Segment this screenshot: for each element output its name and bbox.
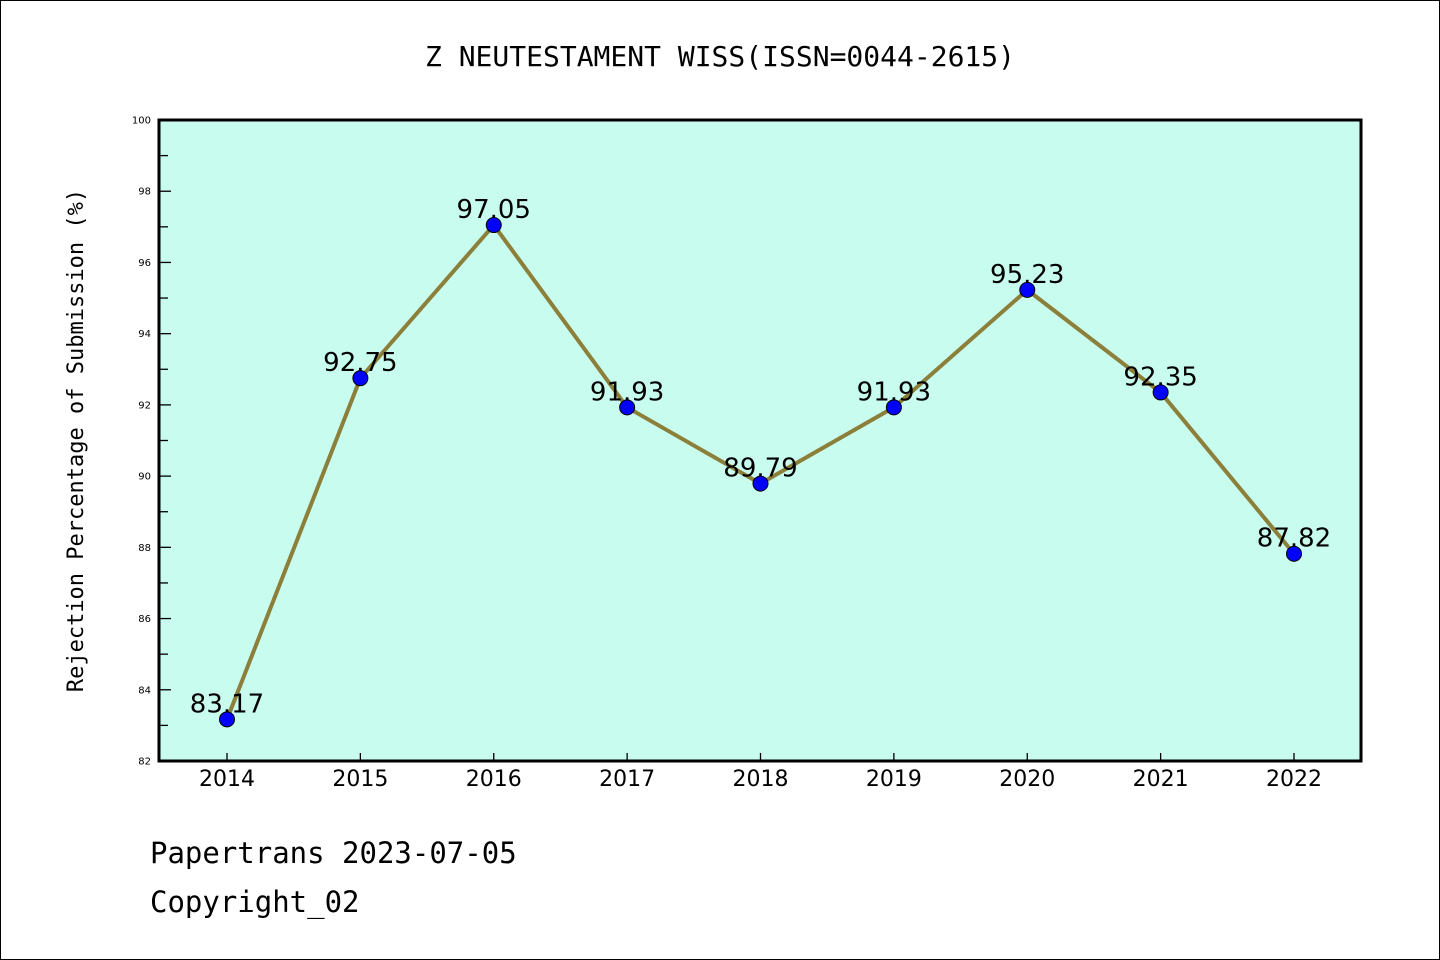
data-label: 92.75 — [323, 348, 397, 378]
x-tick-label: 2015 — [332, 767, 388, 792]
y-axis-label: Rejection Percentage of Submission (%) — [64, 189, 89, 692]
data-label: 95.23 — [990, 260, 1064, 290]
data-point — [219, 711, 235, 728]
data-point — [485, 217, 502, 234]
data-point — [752, 475, 769, 492]
y-tick-label: 90 — [138, 472, 151, 483]
data-label: 91.93 — [590, 377, 664, 407]
footer-date: Papertrans 2023-07-05 — [150, 836, 517, 870]
y-tick-label: 94 — [138, 329, 151, 340]
data-label: 89.79 — [723, 454, 797, 484]
data-label: 87.82 — [1257, 524, 1331, 554]
x-tick-label: 2014 — [199, 767, 255, 792]
data-point — [352, 370, 369, 387]
data-label: 92.35 — [1123, 362, 1197, 392]
data-label: 83.17 — [190, 689, 264, 719]
y-tick-label: 82 — [138, 757, 151, 768]
x-tick-label: 2019 — [866, 767, 922, 792]
x-tick-label: 2016 — [466, 767, 522, 792]
x-tick-label: 2021 — [1133, 767, 1189, 792]
y-tick-label: 96 — [138, 258, 151, 269]
y-tick-label: 92 — [138, 400, 151, 411]
y-tick-label: 88 — [138, 543, 151, 554]
plot-area — [159, 120, 1361, 761]
data-point — [1286, 545, 1302, 562]
y-tick-label: 86 — [138, 614, 151, 625]
data-label: 97.05 — [457, 195, 531, 225]
x-tick-label: 2022 — [1266, 767, 1322, 792]
data-point — [1019, 281, 1036, 298]
footer-copyright: Copyright_02 — [150, 885, 360, 919]
plot-border — [157, 118, 1363, 763]
data-point — [619, 399, 636, 416]
y-tick-label: 98 — [138, 187, 151, 198]
x-tick-label: 2017 — [599, 767, 655, 792]
data-point — [885, 399, 902, 416]
data-label: 91.93 — [857, 377, 931, 407]
y-tick-label: 84 — [138, 685, 151, 696]
chart-title: Z NEUTESTAMENT WISS(ISSN=0044-2615) — [425, 40, 1015, 73]
data-point — [1152, 384, 1169, 401]
x-tick-label: 2020 — [999, 767, 1055, 792]
y-tick-label: 100 — [132, 116, 151, 127]
x-tick-label: 2018 — [733, 767, 789, 792]
